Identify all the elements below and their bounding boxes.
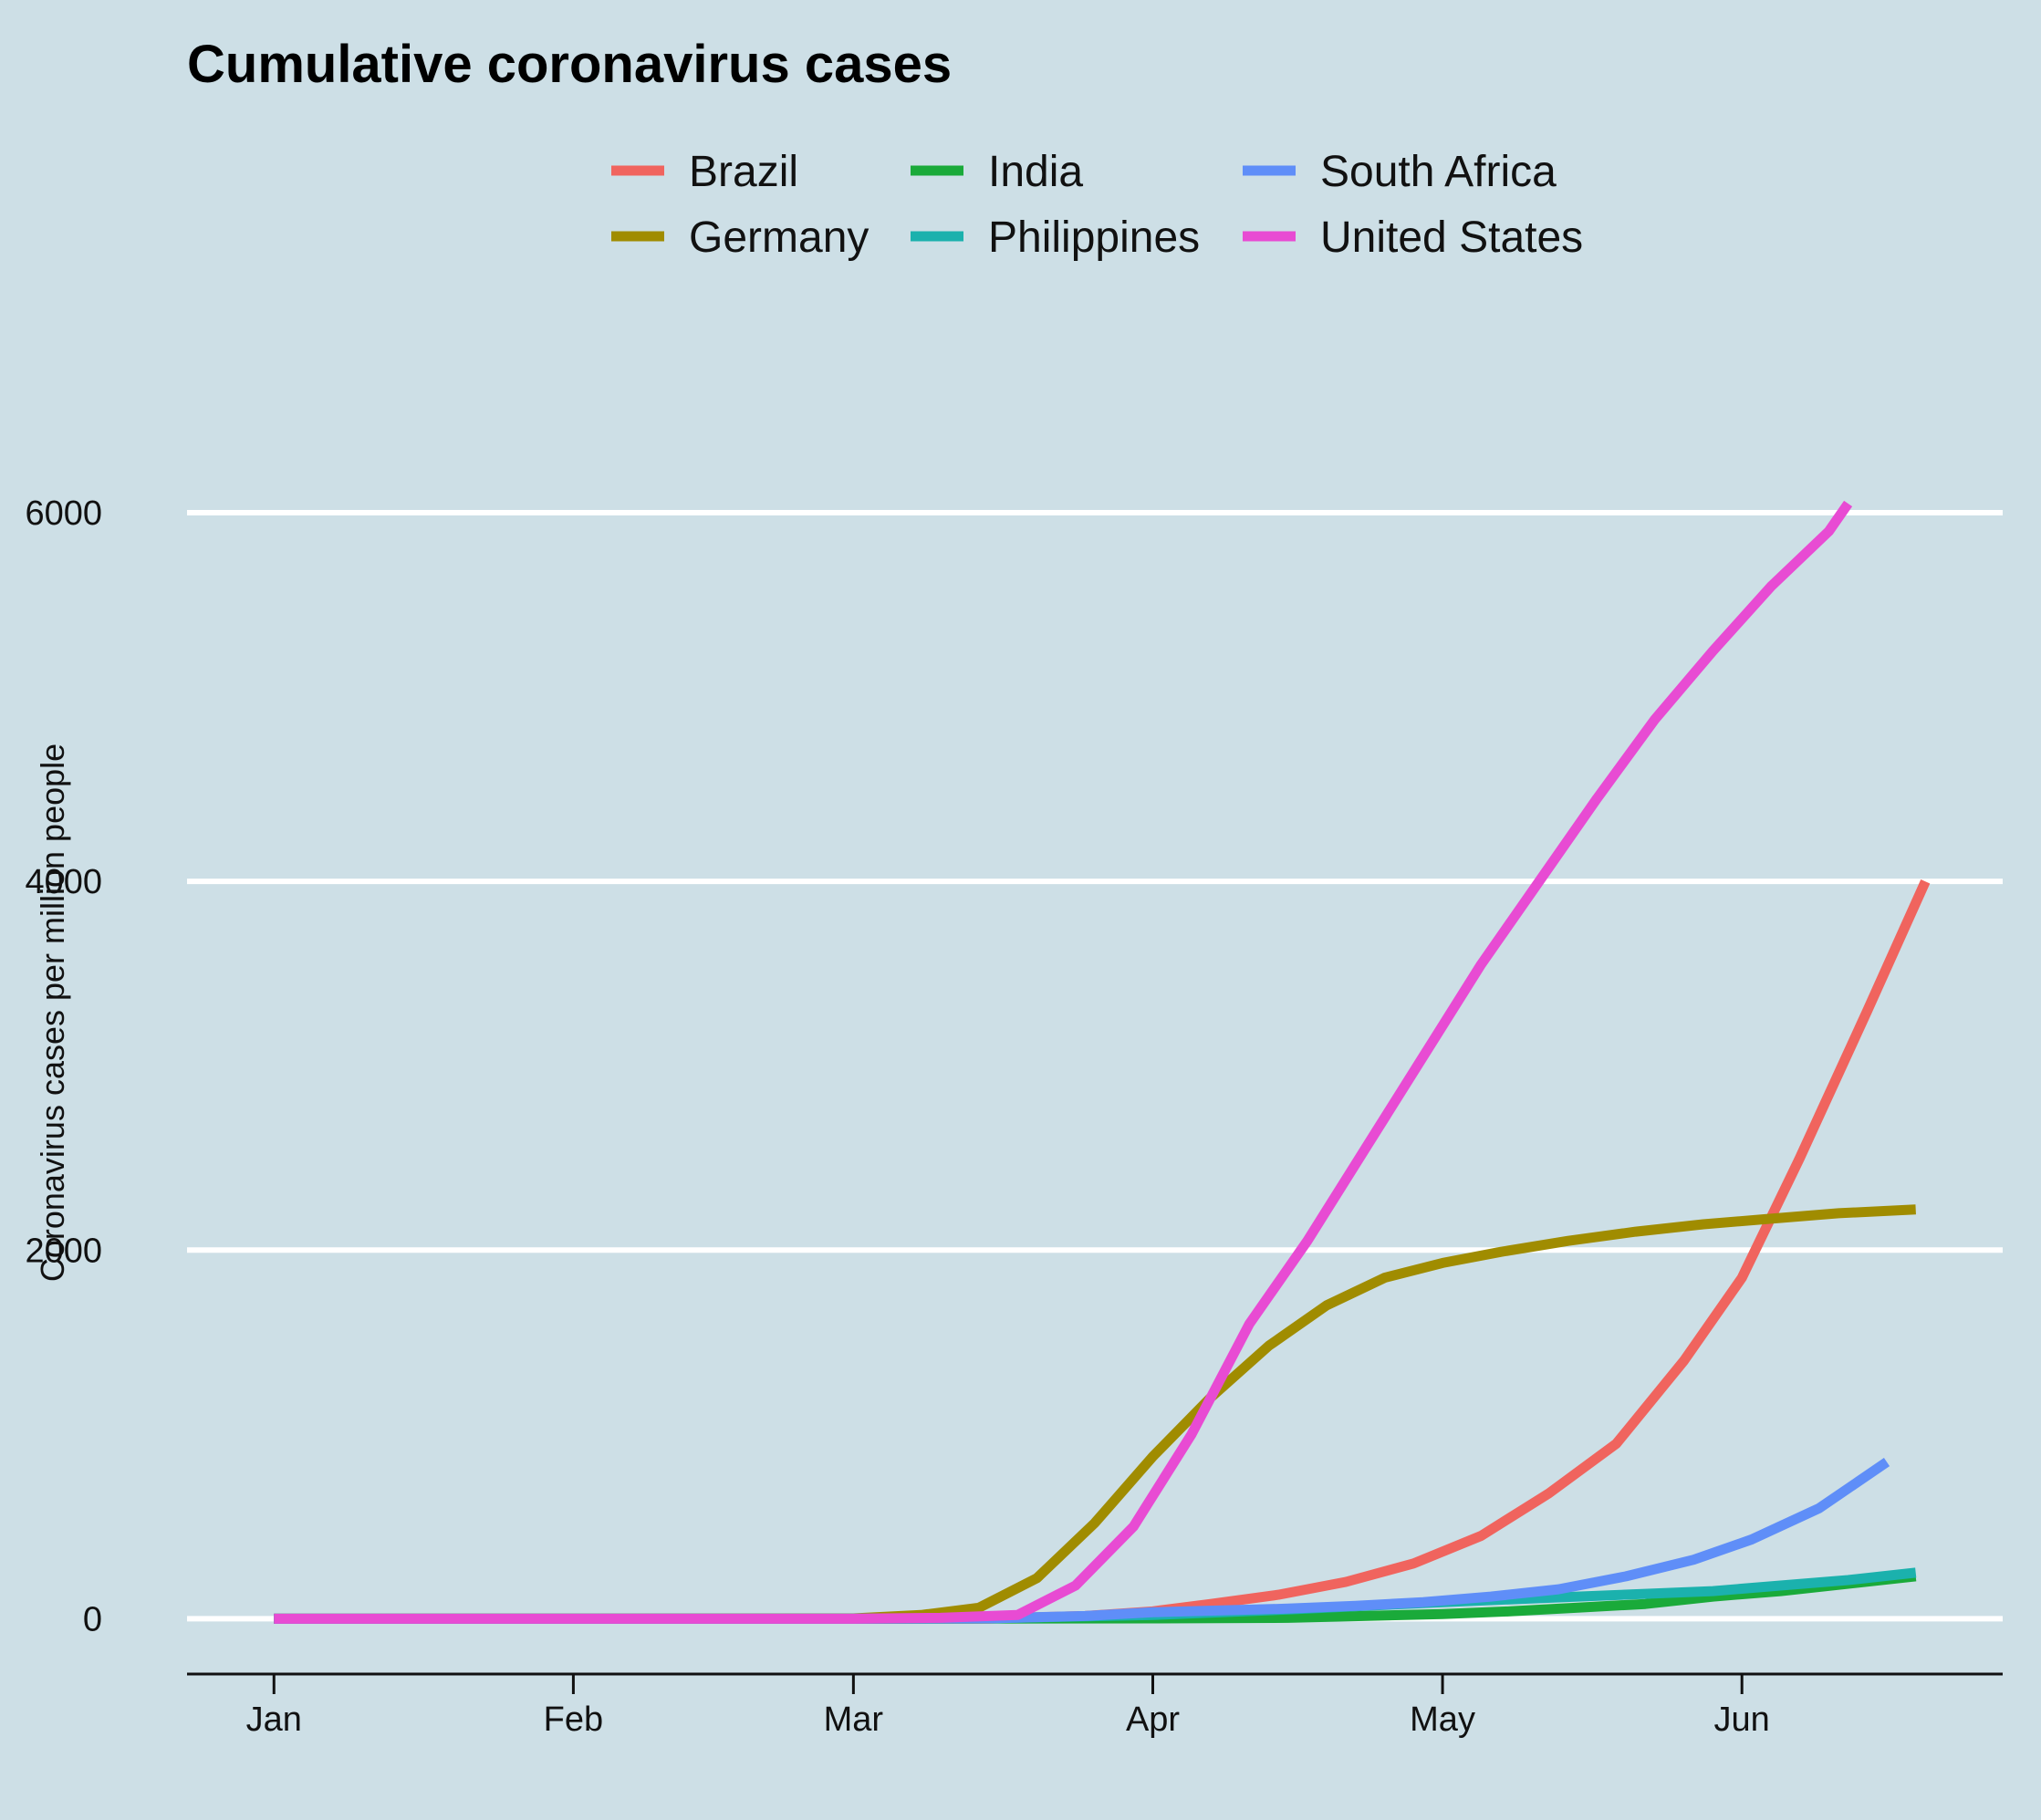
- grid-lines: [187, 510, 2003, 1622]
- y-axis-title: Coronavirus cases per million people: [34, 744, 71, 1282]
- x-tick-label: Jun: [1714, 1700, 1770, 1739]
- x-tick-label: Apr: [1126, 1700, 1180, 1739]
- x-axis: Jan Feb Mar Apr May Jun: [187, 1672, 2003, 1739]
- series-lines: [274, 500, 1931, 1624]
- legend-label: United States: [1320, 213, 1583, 262]
- legend-label: Germany: [689, 213, 869, 262]
- x-tick-label: Jan: [246, 1700, 302, 1739]
- legend-label: India: [988, 148, 1083, 196]
- y-tick-label: 2000: [25, 1232, 102, 1270]
- series-line-united-states: [274, 500, 1853, 1624]
- chart-title: Cumulative coronavirus cases: [187, 35, 952, 94]
- y-tick-label: 6000: [25, 494, 102, 533]
- y-axis: 0 2000 4000 6000: [25, 494, 102, 1638]
- x-tick-label: May: [1410, 1700, 1475, 1739]
- y-tick-label: 4000: [25, 863, 102, 901]
- legend-label: South Africa: [1320, 148, 1557, 196]
- x-tick-label: Mar: [824, 1700, 884, 1739]
- legend-label: Philippines: [988, 213, 1200, 262]
- series-line-germany: [274, 1204, 1916, 1624]
- legend-label: Brazil: [689, 148, 798, 196]
- legend: Brazil Germany India Philippines South Afric…: [611, 148, 1583, 262]
- x-tick-label: Feb: [544, 1700, 603, 1739]
- y-tick-label: 0: [83, 1600, 102, 1638]
